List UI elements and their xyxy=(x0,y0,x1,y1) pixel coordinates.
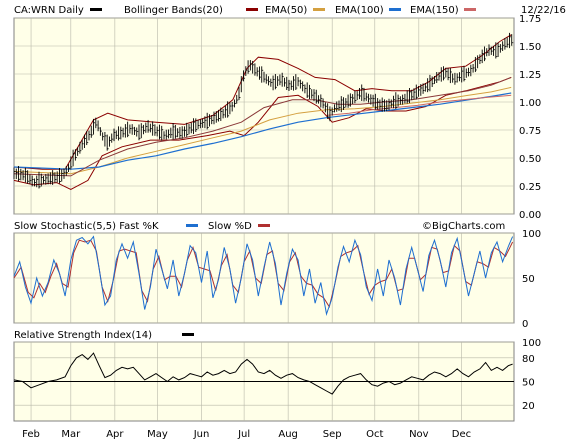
x-tick-label: Sep xyxy=(323,429,342,440)
ema150-line xyxy=(13,92,512,170)
x-tick-label: Dec xyxy=(452,429,471,440)
stoch-y-tick: 100 xyxy=(522,229,541,240)
x-tick-label: May xyxy=(147,429,168,440)
stoch-y-tick: 50 xyxy=(522,274,535,285)
price-y-tick: 1.75 xyxy=(519,14,541,25)
price-y-tick: 0.50 xyxy=(519,154,541,165)
legend-boll-label: Bollinger Bands(20) xyxy=(124,5,223,16)
rsi-legend: Relative Strength Index(14) xyxy=(14,330,194,341)
rsi-y-tick: 80 xyxy=(522,354,535,365)
ema50-line xyxy=(13,76,512,177)
legend-ema50-swatch xyxy=(313,8,325,11)
chart-date: 12/22/16 xyxy=(521,5,566,16)
x-tick-label: Jul xyxy=(237,429,250,440)
legend-boll-swatch xyxy=(246,8,258,11)
legend-ema150-label: EMA(150) xyxy=(410,5,459,16)
bigcharts-watermark: ©BigCharts.com xyxy=(422,221,505,232)
x-tick-label: Oct xyxy=(366,429,383,440)
stoch-k-label: Slow Stochastic(5,5) Fast %K xyxy=(14,221,159,232)
x-tick-label: Mar xyxy=(61,429,81,440)
boll-lower-line xyxy=(13,76,512,190)
extra-ma-line xyxy=(326,94,512,116)
rsi-y-tick: 20 xyxy=(522,401,535,412)
stoch-k-swatch xyxy=(186,224,198,227)
price-y-tick: 1.25 xyxy=(519,70,541,81)
price-legend: CA:WRN Daily Bollinger Bands(20) EMA(50)… xyxy=(14,5,566,16)
legend-extra-swatch xyxy=(464,8,476,11)
rsi-line xyxy=(13,352,513,395)
legend-ema100-swatch xyxy=(389,8,401,11)
x-tick-label: Aug xyxy=(278,429,298,440)
ema100-line xyxy=(13,86,512,175)
stoch-d-swatch xyxy=(258,224,270,227)
legend-ema100-label: EMA(100) xyxy=(335,5,384,16)
price-panel xyxy=(13,17,515,215)
stoch-legend: Slow Stochastic(5,5) Fast %K Slow %D ©Bi… xyxy=(14,221,505,232)
stoch-y-tick: 0 xyxy=(522,319,528,330)
rsi-swatch xyxy=(182,333,194,336)
rsi-y-tick: 50 xyxy=(522,378,535,389)
x-tick-label: Feb xyxy=(22,429,40,440)
rsi-y-tick: 100 xyxy=(522,338,541,349)
x-tick-label: Jun xyxy=(193,429,210,440)
price-y-tick: 0.75 xyxy=(519,126,541,137)
symbol-label: CA:WRN Daily xyxy=(14,5,84,16)
boll-upper-line xyxy=(13,34,512,170)
price-y-tick: 1.00 xyxy=(519,98,541,109)
price-y-tick: 0.25 xyxy=(519,182,541,193)
price-y-tick: 0.00 xyxy=(519,210,541,221)
x-tick-label: Nov xyxy=(409,429,429,440)
rsi-label: Relative Strength Index(14) xyxy=(14,330,152,341)
price-y-tick: 1.50 xyxy=(519,42,541,53)
stoch-d-label: Slow %D xyxy=(208,221,252,232)
legend-ema50-label: EMA(50) xyxy=(265,5,307,16)
stoch-k-line xyxy=(13,235,514,316)
x-tick-label: Apr xyxy=(106,429,124,440)
symbol-swatch xyxy=(90,8,102,11)
